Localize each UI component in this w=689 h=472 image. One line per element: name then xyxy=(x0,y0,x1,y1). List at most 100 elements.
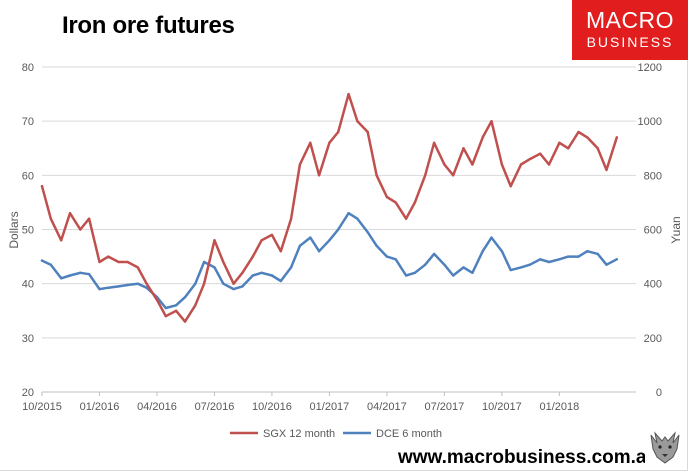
data-point-sgx xyxy=(40,185,44,188)
data-point-dce xyxy=(481,250,484,253)
y-tick-label: 40 xyxy=(22,279,34,291)
data-point-dce xyxy=(49,263,52,266)
data-point-sgx xyxy=(462,147,465,150)
y2-tick-label: 1200 xyxy=(638,62,662,74)
data-point-dce xyxy=(471,271,474,274)
data-point-dce xyxy=(394,258,397,261)
data-point-sgx xyxy=(385,195,389,199)
data-point-dce xyxy=(452,274,455,277)
data-point-sgx xyxy=(107,255,110,258)
y-tick-label: 20 xyxy=(22,387,34,399)
data-point-sgx xyxy=(605,168,608,172)
y-axis-left-label: Dollars xyxy=(7,211,21,248)
data-point-dce xyxy=(164,306,167,310)
data-point-sgx xyxy=(347,92,350,96)
data-point-sgx xyxy=(424,174,427,177)
y-axis-left-ticks: 20 30 40 50 60 70 80 xyxy=(22,62,34,399)
data-point-sgx xyxy=(375,174,378,177)
series-lines xyxy=(40,92,619,323)
data-point-sgx xyxy=(174,309,178,312)
data-point-dce xyxy=(289,266,293,269)
data-point-dce xyxy=(539,258,542,261)
data-point-sgx xyxy=(68,212,72,215)
legend-label-sgx: SGX 12 month xyxy=(263,428,335,440)
data-point-dce xyxy=(241,285,244,288)
data-point-sgx xyxy=(366,130,369,134)
legend-label-dce: DCE 6 month xyxy=(376,428,442,440)
data-point-sgx xyxy=(213,239,216,242)
data-point-dce xyxy=(490,236,493,239)
data-point-dce xyxy=(347,212,350,215)
data-point-sgx xyxy=(298,163,302,166)
x-tick-label: 01/2016 xyxy=(80,401,120,413)
y-tick-label: 70 xyxy=(22,116,34,128)
data-point-sgx xyxy=(443,163,446,166)
data-point-sgx xyxy=(509,185,512,188)
x-tick-label: 07/2016 xyxy=(195,401,235,413)
series-line-dce xyxy=(40,211,619,310)
data-point-dce xyxy=(117,285,120,288)
data-point-sgx xyxy=(528,157,532,161)
data-point-dce xyxy=(356,217,359,220)
data-point-sgx xyxy=(404,217,408,220)
data-point-sgx xyxy=(164,315,167,318)
legend: SGX 12 month DCE 6 month xyxy=(230,428,442,440)
data-point-sgx xyxy=(413,201,417,204)
data-point-dce xyxy=(577,255,580,258)
x-tick-label: 07/2017 xyxy=(425,401,465,413)
data-point-dce xyxy=(519,266,523,269)
data-point-sgx xyxy=(117,260,120,264)
data-point-sgx xyxy=(519,163,523,166)
data-point-dce xyxy=(337,228,340,231)
data-point-dce xyxy=(98,287,101,291)
data-point-sgx xyxy=(596,147,599,150)
data-point-dce xyxy=(596,252,599,256)
data-point-dce xyxy=(547,260,551,264)
data-point-sgx xyxy=(202,282,206,285)
logo-line-1: MACRO xyxy=(585,7,675,33)
x-tick-label: 10/2015 xyxy=(22,401,62,413)
data-point-dce xyxy=(432,252,436,256)
y2-tick-label: 200 xyxy=(644,333,662,345)
data-point-dce xyxy=(202,260,206,264)
y-tick-label: 60 xyxy=(22,170,34,182)
y2-tick-label: 800 xyxy=(644,170,662,182)
data-point-sgx xyxy=(356,120,359,123)
data-point-sgx xyxy=(60,239,63,242)
data-point-sgx xyxy=(328,141,331,144)
data-point-dce xyxy=(60,277,63,280)
data-point-sgx xyxy=(155,298,159,302)
data-point-dce xyxy=(40,259,44,262)
data-point-sgx xyxy=(194,304,197,307)
data-point-dce xyxy=(270,274,274,277)
data-point-sgx xyxy=(567,147,570,150)
data-point-sgx xyxy=(251,255,254,258)
data-point-dce xyxy=(232,287,235,291)
logo-line-2: BUSINESS xyxy=(586,34,674,50)
data-point-dce xyxy=(68,274,72,277)
data-point-dce xyxy=(87,273,91,276)
wolf-logo-icon xyxy=(645,427,685,467)
data-point-sgx xyxy=(49,217,52,220)
data-point-dce xyxy=(194,282,197,285)
y-tick-label: 30 xyxy=(22,333,34,345)
data-point-sgx xyxy=(558,141,561,144)
data-point-sgx xyxy=(471,163,474,166)
x-tick-label: 10/2016 xyxy=(252,401,292,413)
data-point-dce xyxy=(404,274,408,277)
data-point-dce xyxy=(79,271,82,274)
data-point-sgx xyxy=(87,217,91,220)
y-axis-right-ticks: 0 200 400 600 800 1000 1200 xyxy=(638,62,662,399)
data-point-sgx xyxy=(270,233,274,237)
data-point-dce xyxy=(558,258,561,261)
data-point-sgx xyxy=(289,217,293,220)
data-point-dce xyxy=(509,268,512,272)
data-point-dce xyxy=(443,263,446,266)
data-point-dce xyxy=(136,282,139,285)
x-tick-label: 01/2018 xyxy=(539,401,579,413)
x-tick-label: 10/2017 xyxy=(482,401,522,413)
footer-url: www.macrobusiness.com.au xyxy=(398,447,659,468)
data-point-sgx xyxy=(145,282,148,285)
data-point-sgx xyxy=(309,141,312,144)
data-point-sgx xyxy=(394,201,397,204)
